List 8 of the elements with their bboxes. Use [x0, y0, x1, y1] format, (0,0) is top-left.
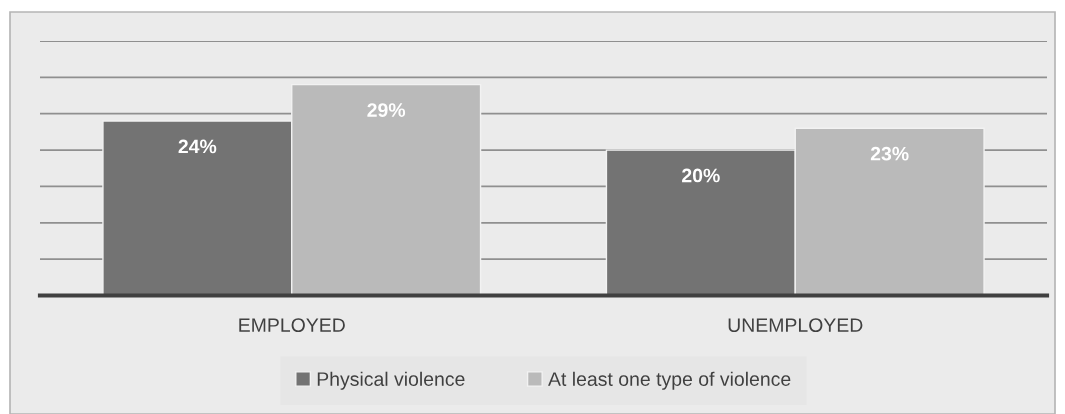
data-label: 29% — [367, 103, 406, 117]
data-label: 23% — [870, 146, 909, 161]
legend-label: At least one type of violence — [548, 371, 791, 390]
data-label: 20% — [682, 168, 720, 183]
legend-label: Physical violence — [317, 371, 465, 390]
x-tick-label: EMPLOYED — [239, 318, 345, 332]
x-tick-label: UNEMPLOYED — [728, 318, 863, 332]
data-label: 24% — [178, 139, 217, 154]
